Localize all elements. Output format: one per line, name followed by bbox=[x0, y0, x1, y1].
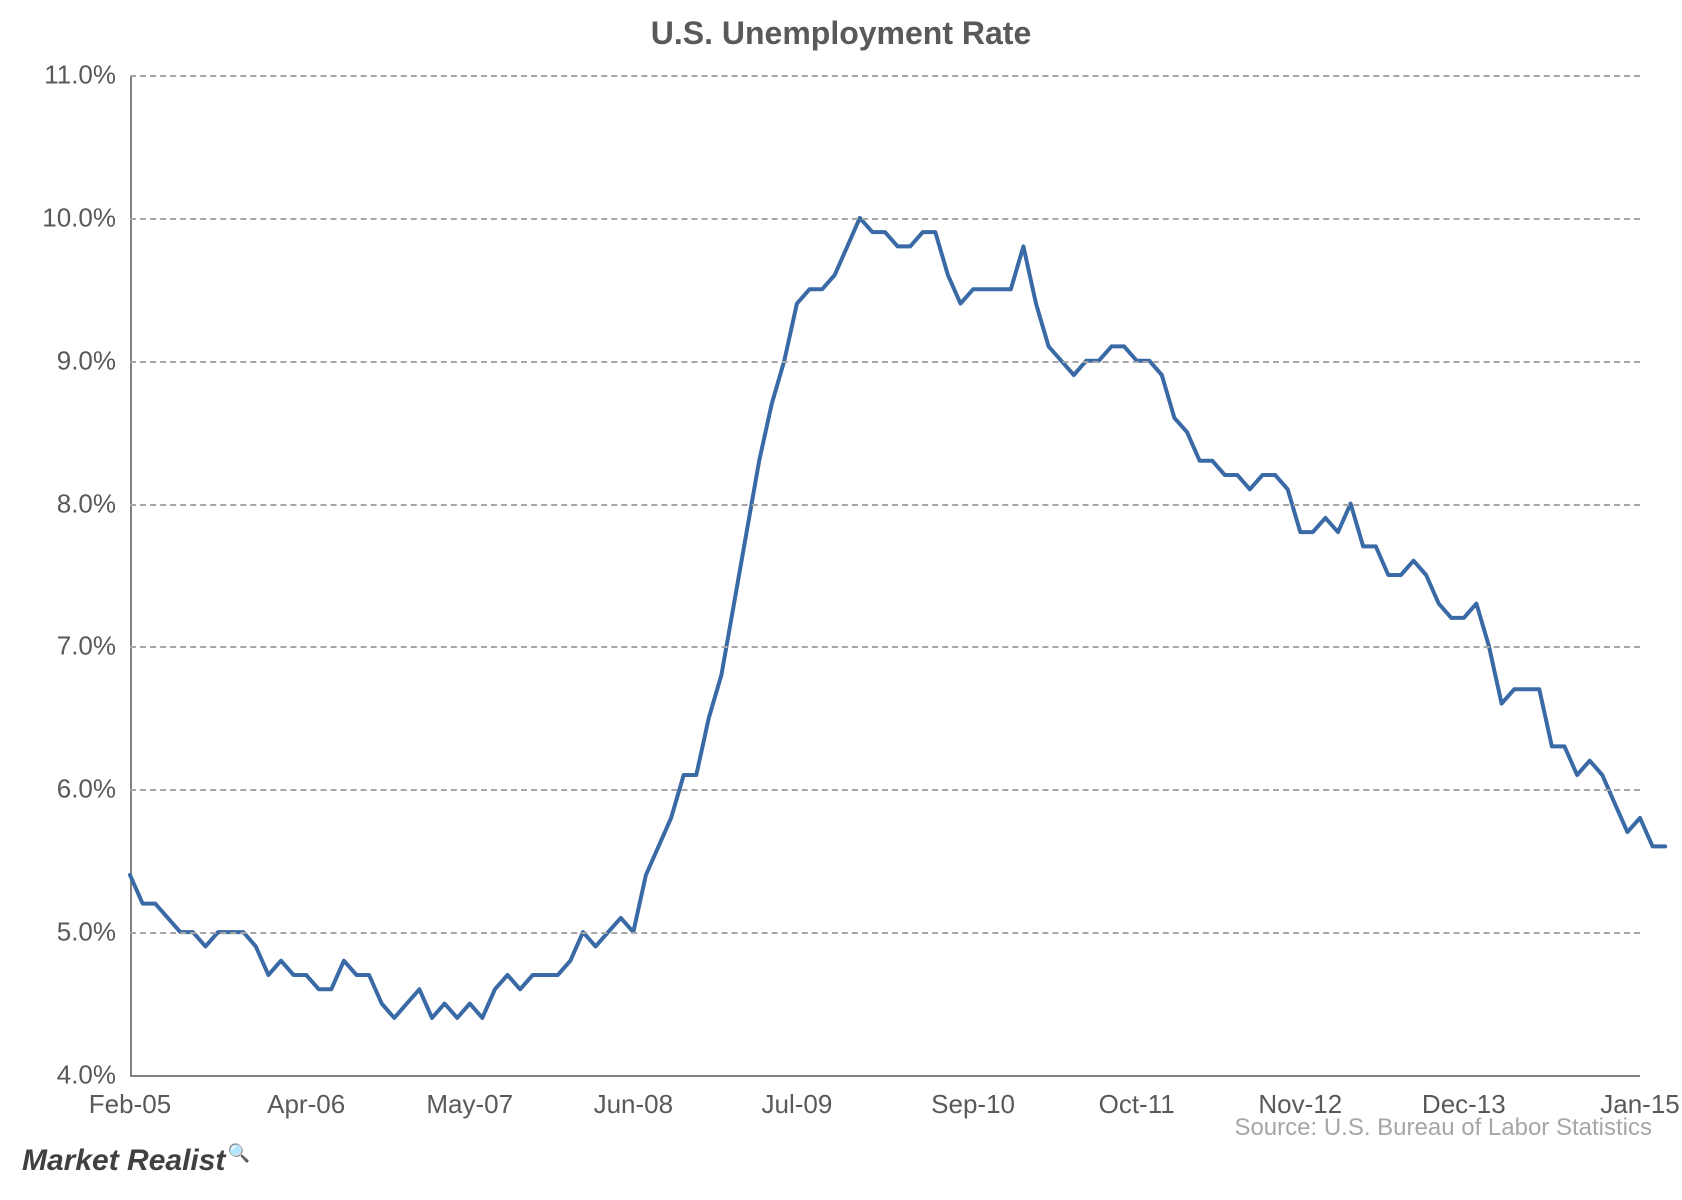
unemployment-line bbox=[130, 218, 1665, 1018]
x-tick-label: Jul-09 bbox=[761, 1075, 832, 1120]
y-gridline bbox=[130, 218, 1640, 220]
y-gridline bbox=[130, 646, 1640, 648]
brand-label: Market Realist🔍 bbox=[22, 1143, 250, 1178]
y-tick-label: 7.0% bbox=[57, 631, 130, 662]
y-tick-label: 9.0% bbox=[57, 345, 130, 376]
y-tick-label: 5.0% bbox=[57, 917, 130, 948]
x-tick-label: Oct-11 bbox=[1099, 1075, 1175, 1120]
y-gridline bbox=[130, 932, 1640, 934]
x-tick-label: Apr-06 bbox=[267, 1075, 345, 1120]
chart-container: U.S. Unemployment Rate 4.0%5.0%6.0%7.0%8… bbox=[0, 0, 1682, 1200]
y-gridline bbox=[130, 789, 1640, 791]
source-label: Source: U.S. Bureau of Labor Statistics bbox=[1234, 1114, 1652, 1142]
y-gridline bbox=[130, 361, 1640, 363]
x-tick-label: May-07 bbox=[426, 1075, 513, 1120]
x-axis-line bbox=[130, 1075, 1640, 1077]
x-tick-label: Jun-08 bbox=[594, 1075, 674, 1120]
plot-area: 4.0%5.0%6.0%7.0%8.0%9.0%10.0%11.0%Feb-05… bbox=[130, 75, 1640, 1075]
brand-text: Market Realist bbox=[22, 1144, 225, 1177]
y-tick-label: 10.0% bbox=[42, 202, 130, 233]
magnifier-icon: 🔍 bbox=[225, 1143, 249, 1163]
y-gridline bbox=[130, 504, 1640, 506]
line-series-layer bbox=[130, 75, 1640, 1075]
x-tick-label: Feb-05 bbox=[89, 1075, 171, 1120]
x-tick-label: Sep-10 bbox=[931, 1075, 1015, 1120]
y-tick-label: 6.0% bbox=[57, 774, 130, 805]
y-tick-label: 8.0% bbox=[57, 488, 130, 519]
y-tick-label: 11.0% bbox=[44, 60, 130, 91]
y-gridline bbox=[130, 75, 1640, 77]
chart-title: U.S. Unemployment Rate bbox=[0, 15, 1682, 52]
